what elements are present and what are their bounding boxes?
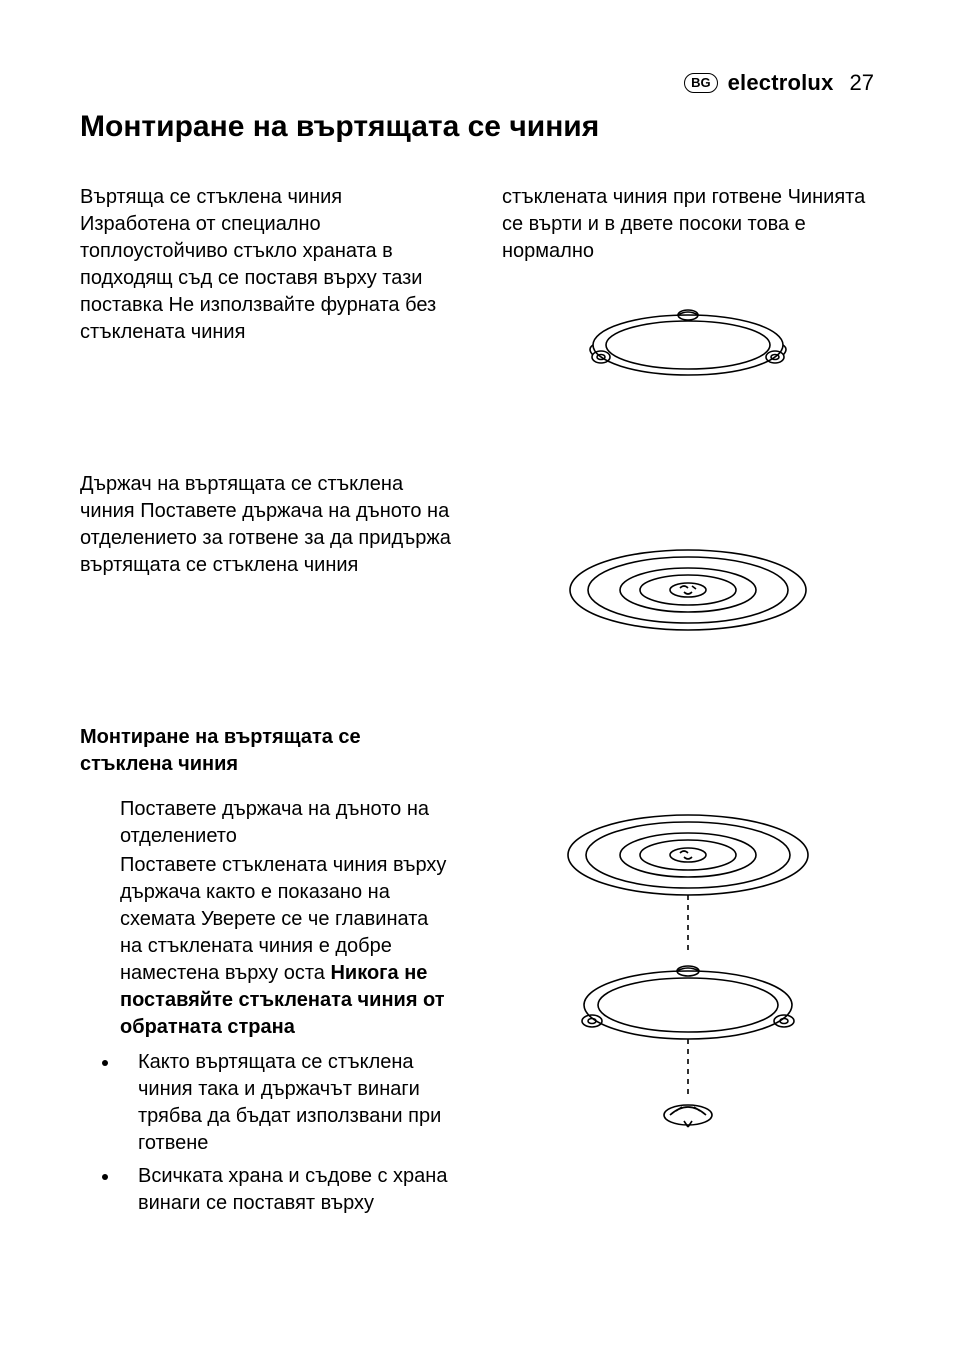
figure-assembly [502, 795, 874, 1155]
glass-plate-icon [558, 535, 818, 645]
left-column: Въртяща се стъклена чиния Изработена от … [80, 184, 452, 1223]
step-1: Поставете държача на дъното на отделение… [120, 796, 452, 850]
bullet-item-1: Както въртящата се стъклена чиния така и… [120, 1049, 452, 1157]
page-header: BG electrolux 27 [684, 70, 874, 96]
continuation-text: стъклената чиния при готвене Чинията се … [502, 184, 874, 265]
page-title: Монтиране на въртящата се чиния [80, 110, 874, 144]
bullet-item-2: Всичката храна и съдове с храна винаги с… [120, 1163, 452, 1217]
brand-name: electrolux [728, 70, 834, 96]
step-2: Поставете стъклената чиния върху държача… [120, 852, 452, 1041]
subheading-installation: Монтиране на въртящата се стъклена чиния [80, 724, 452, 778]
figure-roller-ring [502, 295, 874, 395]
two-column-layout: Въртяща се стъклена чиния Изработена от … [80, 184, 874, 1223]
right-column: стъклената чиния при готвене Чинията се … [502, 184, 874, 1223]
assembly-icon [548, 795, 828, 1155]
roller-ring-icon [573, 295, 803, 395]
installation-steps: Поставете държача на дъното на отделение… [120, 796, 452, 1041]
page-number: 27 [850, 70, 874, 96]
language-badge: BG [684, 73, 718, 93]
paragraph-glass-tray: Въртяща се стъклена чиния Изработена от … [80, 184, 452, 346]
page: BG electrolux 27 Монтиране на въртящата … [0, 0, 954, 1355]
bullet-list: Както въртящата се стъклена чиния така и… [98, 1049, 452, 1217]
paragraph-support: Държач на въртящата се стъклена чиния По… [80, 471, 452, 579]
figure-glass-plate [502, 535, 874, 645]
